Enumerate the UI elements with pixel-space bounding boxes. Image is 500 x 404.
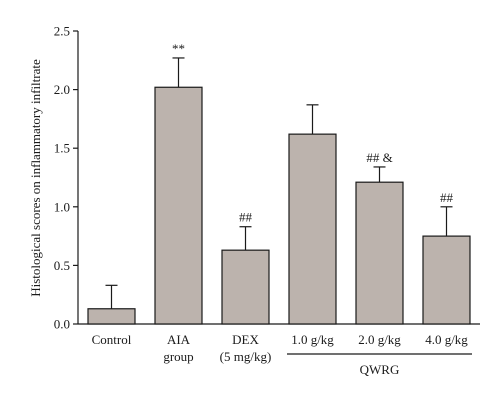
bar — [154, 86, 203, 325]
y-axis-title: Histological scores on inflammatory infi… — [28, 59, 43, 297]
bar — [221, 249, 270, 325]
y-axis-label: Histological scores on inflammatory infi… — [28, 59, 43, 297]
x-tick-label: 1.0 g/kg — [291, 332, 334, 347]
x-tick-label: 2.0 g/kg — [358, 332, 401, 347]
group-label: QWRG — [360, 362, 400, 377]
bar — [87, 308, 136, 325]
y-tick-label: 2.0 — [54, 82, 70, 97]
x-tick-label: AIA — [167, 332, 191, 347]
y-tick-label: 2.5 — [54, 24, 70, 39]
plot-area: 0.0 0.5 1.0 1.5 2.0 2.5 Control ** AIA group ## DEX… — [54, 24, 480, 377]
x-tick-label: DEX — [232, 332, 259, 347]
x-tick-label: group — [163, 349, 193, 364]
significance-label: ## — [440, 190, 454, 205]
significance-label: ## — [239, 210, 253, 225]
bar — [355, 181, 404, 325]
x-tick-label: (5 mg/kg) — [220, 349, 272, 364]
significance-label: ** — [172, 41, 185, 56]
y-tick-label: 1.0 — [54, 199, 70, 214]
significance-label: ## & — [366, 150, 392, 165]
x-tick-label: Control — [92, 332, 132, 347]
y-tick-label: 1.5 — [54, 141, 70, 156]
y-tick-label: 0.5 — [54, 258, 70, 273]
x-tick-label: 4.0 g/kg — [425, 332, 468, 347]
y-tick-label: 0.0 — [54, 317, 70, 332]
bar — [422, 235, 471, 325]
bar — [288, 133, 337, 325]
